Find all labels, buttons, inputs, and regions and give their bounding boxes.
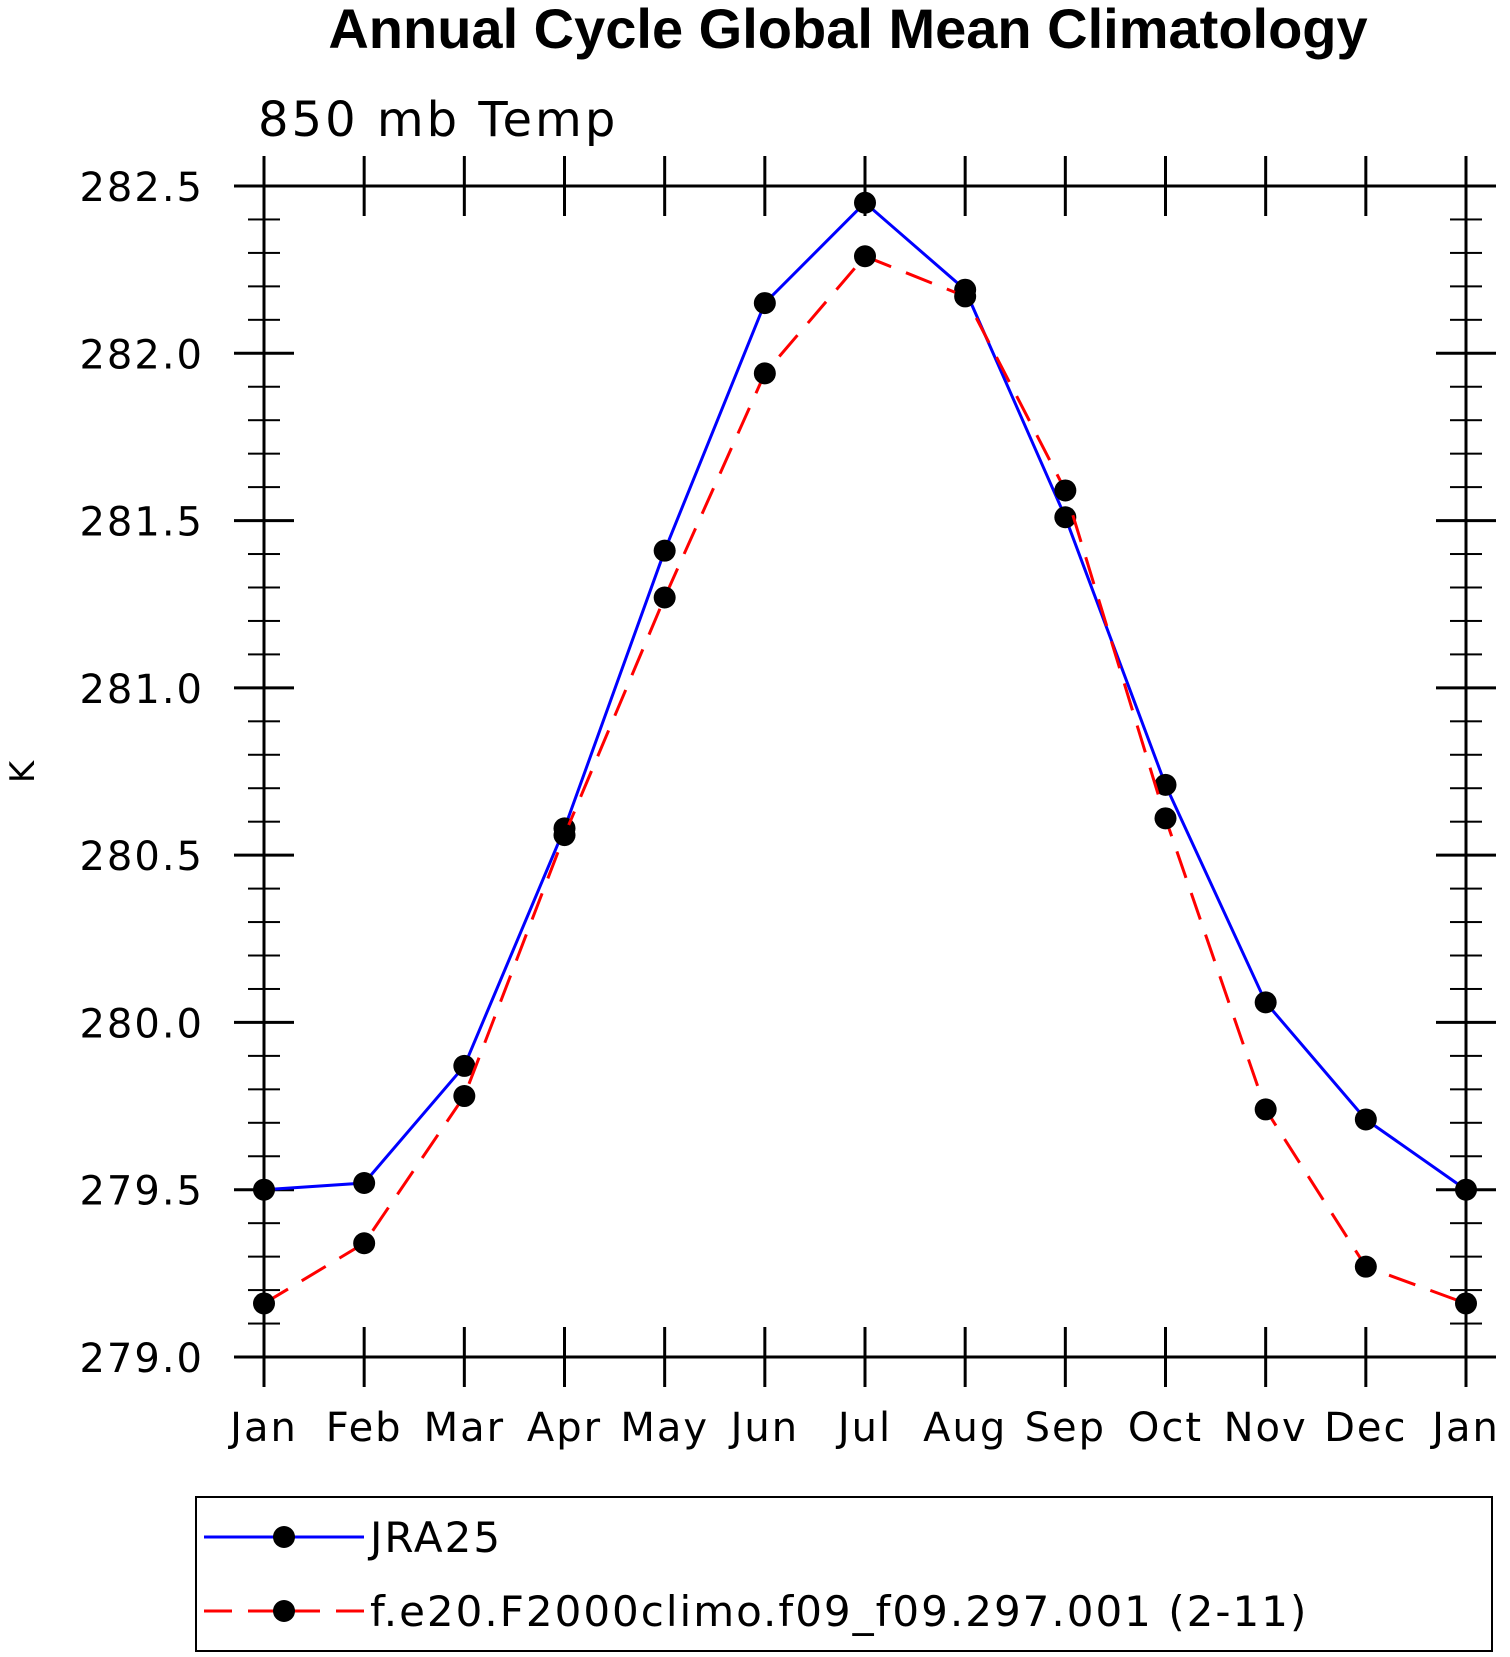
x-tick-label: Jan	[227, 1405, 298, 1451]
series-2-point	[653, 586, 676, 609]
legend-label-1: JRA25	[367, 1513, 502, 1562]
x-tick-label: Jul	[835, 1405, 892, 1451]
y-tick-label: 280.5	[79, 834, 204, 880]
series-2-point	[553, 824, 576, 847]
plot-area: Jan Feb Mar Apr May Jun Jul Aug Sep Oct Nov Dec Jan 2…	[79, 156, 1500, 1451]
series-1-point	[653, 539, 676, 562]
series-2-point	[1154, 807, 1177, 830]
series-1-point	[1455, 1178, 1477, 1201]
chart-title: Annual Cycle Global Mean Climatology	[328, 0, 1367, 60]
y-axis-label: K	[3, 759, 43, 783]
y-tick-label: 282.0	[79, 332, 204, 378]
series-2-point	[1054, 479, 1077, 502]
series-1-point	[1354, 1108, 1377, 1131]
x-tick-label: Mar	[424, 1405, 505, 1451]
y-tick-label: 279.5	[79, 1169, 204, 1215]
y-tick-label: 281.5	[79, 500, 204, 546]
series-1-point	[1254, 991, 1277, 1014]
legend-marker-2	[273, 1600, 295, 1622]
legend-box	[195, 1496, 1493, 1652]
chart-subtitle: 850 mb Temp	[258, 92, 618, 148]
series-2-point	[954, 285, 977, 308]
x-tick-label: Nov	[1224, 1405, 1308, 1451]
x-tick-label: Jun	[728, 1405, 800, 1451]
plot-frame	[262, 184, 1468, 1359]
x-tick-label: Aug	[923, 1405, 1007, 1451]
series-line-1	[263, 200, 1467, 1192]
x-tick-label: Sep	[1025, 1405, 1106, 1451]
x-tick-label: Oct	[1128, 1405, 1203, 1451]
series-2-point	[1254, 1098, 1277, 1121]
x-tick-label: Dec	[1324, 1405, 1407, 1451]
y-tick-label: 281.0	[79, 667, 204, 713]
legend: JRA25 f.e20.F2000climo.f09_f09.297.001 (2…	[195, 1496, 1493, 1652]
series-line-2	[263, 254, 1467, 1305]
series-2-point	[1455, 1292, 1477, 1315]
series-1-point	[854, 191, 876, 214]
y-tick-label: 280.0	[79, 1001, 204, 1047]
series-1-point	[453, 1054, 476, 1077]
x-tick-label: Jan	[1429, 1405, 1500, 1451]
legend-label-2: f.e20.F2000climo.f09_f09.297.001 (2-11)	[370, 1587, 1308, 1636]
x-tick-label: Feb	[326, 1405, 403, 1451]
series-1-point	[253, 1178, 275, 1201]
series-2-point	[253, 1292, 275, 1315]
x-tick-label: Apr	[527, 1405, 602, 1451]
series-1-point	[1054, 506, 1077, 529]
x-tick-label: May	[620, 1405, 709, 1451]
legend-marker-1	[273, 1526, 295, 1548]
series-1-point	[753, 292, 776, 315]
series-2-point	[854, 245, 876, 268]
series-2-point	[453, 1085, 476, 1108]
series-2-point	[353, 1232, 376, 1255]
series-2-point	[753, 362, 776, 385]
series-1-point	[353, 1172, 376, 1195]
series-2-point	[1354, 1255, 1377, 1278]
y-tick-label: 282.5	[79, 165, 204, 211]
y-tick-label: 279.0	[79, 1336, 204, 1382]
series-1-point	[1154, 773, 1177, 796]
